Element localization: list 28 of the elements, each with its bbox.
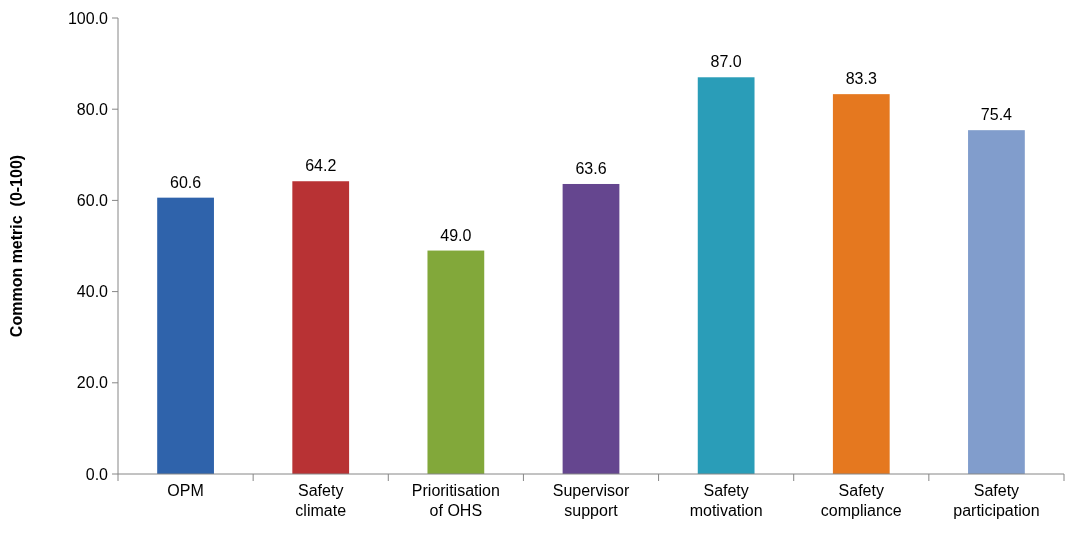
x-tick-label: Supervisor support bbox=[552, 482, 630, 519]
data-label: 75.4 bbox=[980, 106, 1013, 124]
data-label: 60.6 bbox=[170, 173, 202, 191]
y-tick-label: 20.0 bbox=[76, 374, 109, 392]
data-label: 87.0 bbox=[710, 53, 742, 71]
bar bbox=[157, 197, 214, 474]
x-tick-label: OPM bbox=[167, 482, 204, 499]
y-tick-label: 40.0 bbox=[76, 283, 109, 301]
bar bbox=[292, 181, 350, 474]
y-tick-label: 80.0 bbox=[76, 100, 109, 118]
data-label: 63.6 bbox=[575, 159, 607, 177]
x-tick-label: Prioritisation of OHS bbox=[411, 482, 500, 519]
bar bbox=[968, 130, 1025, 474]
bar bbox=[697, 77, 755, 474]
bar bbox=[832, 94, 890, 474]
data-label: 49.0 bbox=[440, 226, 472, 244]
y-axis-title: Common metric (0-100) bbox=[8, 154, 25, 338]
bar bbox=[427, 250, 485, 474]
y-tick-label: 0.0 bbox=[85, 465, 109, 483]
data-label: 83.3 bbox=[845, 70, 877, 88]
y-tick-label: 60.0 bbox=[76, 192, 109, 209]
x-tick-label: Safety motivation bbox=[689, 482, 763, 519]
x-tick-label: Safety climate bbox=[295, 482, 347, 519]
bar bbox=[562, 183, 620, 474]
x-tick-label: Safety compliance bbox=[820, 482, 902, 519]
y-tick-label: 100.0 bbox=[67, 9, 109, 27]
data-label: 64.2 bbox=[305, 157, 337, 175]
x-tick-label: Safety participation bbox=[953, 482, 1040, 519]
